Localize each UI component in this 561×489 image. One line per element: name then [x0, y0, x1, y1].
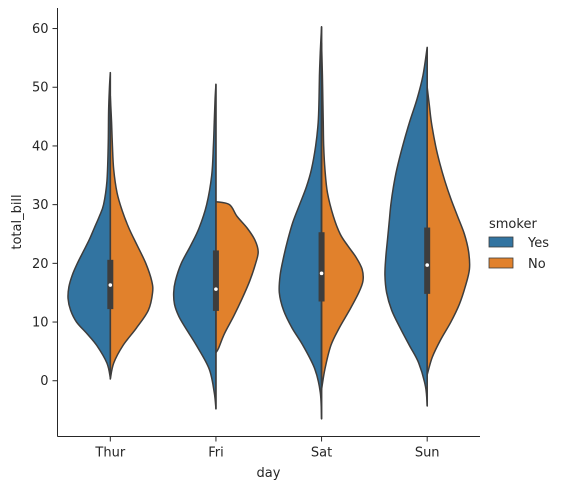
- violin-no-sun: [426, 86, 471, 376]
- iqr-box-sun: [424, 227, 431, 294]
- legend-label-yes: Yes: [527, 236, 549, 251]
- legend-swatch-yes: [488, 236, 514, 248]
- x-tick-label-fri: Fri: [208, 446, 224, 461]
- inner-boxes-layer: [107, 26, 431, 419]
- violin-yes-sun: [384, 46, 428, 407]
- iqr-box-fri: [212, 250, 219, 311]
- y-tick-label: 20: [32, 257, 49, 272]
- x-tick-label-sun: Sun: [415, 446, 440, 461]
- violin-yes-fri: [172, 83, 217, 410]
- violin-no-fri: [215, 200, 259, 354]
- violins-layer: [67, 26, 471, 420]
- x-ticks: Thur Fri Sat Sun: [94, 436, 440, 461]
- legend-label-no: No: [528, 257, 546, 272]
- median-dot-sat: [319, 271, 324, 276]
- median-dot-fri: [214, 287, 218, 291]
- violin-yes-sat: [278, 26, 323, 420]
- y-tick-label: 60: [32, 22, 49, 37]
- x-axis-label: day: [257, 466, 281, 481]
- x-tick-label-thur: Thur: [94, 446, 125, 461]
- y-tick-label: 10: [32, 316, 49, 331]
- median-dot-sun: [425, 263, 429, 267]
- y-tick-label: 40: [32, 139, 49, 154]
- y-ticks: 0 10 20 30 40 50 60: [32, 22, 58, 389]
- median-dot-thur: [108, 283, 113, 287]
- legend-swatch-no: [488, 257, 514, 269]
- y-tick-label: 50: [32, 81, 49, 96]
- iqr-box-sat: [318, 232, 325, 302]
- legend: smoker Yes No: [488, 217, 549, 272]
- x-tick-label-sat: Sat: [311, 446, 332, 461]
- y-tick-label: 0: [40, 374, 48, 389]
- violin-no-thur: [109, 95, 154, 380]
- violin-no-sat: [320, 42, 364, 391]
- legend-title: smoker: [489, 217, 537, 232]
- y-axis-label: total_bill: [10, 194, 25, 249]
- violin-yes-thur: [67, 71, 112, 379]
- y-tick-label: 30: [32, 198, 49, 213]
